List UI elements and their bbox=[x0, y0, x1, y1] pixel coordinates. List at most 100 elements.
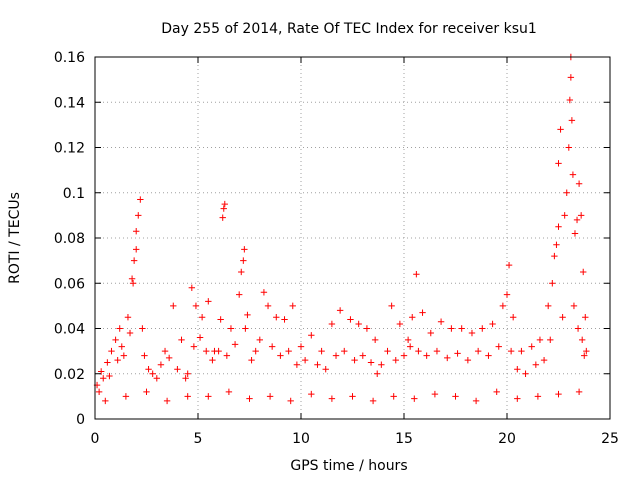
data-point bbox=[209, 356, 216, 364]
data-point bbox=[427, 329, 434, 337]
data-point bbox=[472, 397, 480, 405]
data-point bbox=[404, 336, 412, 344]
data-point bbox=[128, 275, 136, 282]
y-tick-label: 0.14 bbox=[54, 95, 85, 111]
data-point bbox=[567, 74, 575, 81]
data-point bbox=[485, 352, 492, 359]
data-point bbox=[396, 320, 404, 328]
data-point bbox=[205, 393, 212, 400]
data-point bbox=[118, 343, 125, 350]
data-point bbox=[540, 356, 548, 364]
y-tick-label: 0 bbox=[76, 412, 85, 428]
data-point bbox=[433, 347, 441, 355]
x-tick-label: 25 bbox=[601, 431, 619, 447]
data-point bbox=[287, 397, 294, 405]
data-point bbox=[452, 393, 459, 400]
data-point bbox=[406, 343, 414, 350]
y-axis-label: ROTI / TECUs bbox=[7, 192, 23, 284]
data-point bbox=[518, 347, 525, 355]
data-point bbox=[322, 366, 329, 373]
data-point bbox=[545, 302, 552, 310]
y-tick-label: 0.1 bbox=[63, 186, 85, 202]
data-point bbox=[400, 352, 408, 359]
data-point bbox=[479, 325, 486, 332]
data-point bbox=[129, 280, 137, 287]
data-point bbox=[583, 347, 590, 355]
data-point bbox=[192, 302, 200, 310]
data-point bbox=[184, 393, 191, 400]
data-point bbox=[273, 313, 280, 321]
data-point bbox=[219, 214, 226, 221]
data-point bbox=[409, 313, 416, 321]
y-tick-label: 0.06 bbox=[54, 276, 85, 292]
data-point bbox=[184, 370, 191, 377]
data-point bbox=[198, 313, 206, 321]
data-point bbox=[236, 291, 243, 298]
data-point bbox=[582, 313, 589, 321]
data-point bbox=[149, 370, 156, 377]
data-point bbox=[437, 318, 445, 325]
data-point bbox=[328, 395, 336, 402]
data-point bbox=[241, 246, 248, 253]
data-point bbox=[139, 325, 146, 332]
data-point bbox=[231, 341, 239, 348]
data-point bbox=[369, 397, 377, 405]
data-point bbox=[347, 316, 354, 323]
data-point bbox=[143, 388, 150, 396]
data-point bbox=[130, 257, 138, 264]
data-point bbox=[514, 366, 521, 373]
data-point bbox=[568, 117, 576, 124]
data-point bbox=[289, 302, 296, 310]
data-point bbox=[555, 223, 562, 230]
data-point bbox=[555, 160, 562, 167]
data-point bbox=[215, 347, 222, 355]
data-point bbox=[153, 375, 160, 382]
data-point bbox=[112, 336, 119, 344]
chart-title: Day 255 of 2014, Rate Of TEC Index for r… bbox=[161, 21, 537, 37]
data-point bbox=[114, 356, 121, 364]
y-tick-label: 0.08 bbox=[54, 231, 85, 247]
data-point bbox=[392, 356, 399, 364]
data-point bbox=[332, 352, 340, 359]
data-point bbox=[225, 388, 233, 396]
data-point bbox=[522, 370, 529, 377]
x-tick-label: 20 bbox=[498, 431, 516, 447]
data-point bbox=[133, 246, 140, 253]
data-point bbox=[553, 241, 560, 248]
axis-ticks bbox=[94, 56, 611, 420]
data-point bbox=[581, 352, 588, 359]
data-point bbox=[277, 352, 284, 359]
data-point bbox=[268, 343, 276, 350]
data-point bbox=[196, 334, 204, 341]
data-point bbox=[126, 329, 134, 337]
data-point bbox=[547, 336, 554, 344]
data-point bbox=[578, 336, 586, 344]
data-point bbox=[532, 361, 540, 368]
data-point bbox=[95, 388, 103, 396]
data-point bbox=[423, 352, 430, 359]
data-point bbox=[419, 309, 426, 316]
x-tick-label: 10 bbox=[292, 431, 310, 447]
data-point bbox=[555, 390, 562, 398]
x-tick-label: 0 bbox=[91, 431, 100, 447]
data-point bbox=[571, 230, 579, 237]
data-point bbox=[336, 307, 344, 314]
data-point bbox=[244, 311, 251, 319]
data-point bbox=[474, 347, 482, 355]
data-point bbox=[100, 375, 107, 382]
data-point bbox=[120, 352, 128, 359]
data-point bbox=[223, 352, 231, 359]
y-tick-label: 0.02 bbox=[54, 367, 85, 383]
data-point bbox=[297, 343, 305, 350]
data-point bbox=[371, 336, 379, 344]
data-point bbox=[285, 347, 292, 355]
data-point bbox=[378, 361, 385, 368]
grid-lines bbox=[95, 57, 610, 419]
data-point bbox=[174, 366, 181, 373]
data-point bbox=[514, 395, 521, 402]
data-point bbox=[573, 216, 581, 224]
data-point bbox=[203, 347, 210, 355]
data-point bbox=[528, 343, 535, 350]
data-point bbox=[341, 347, 348, 355]
data-point bbox=[301, 356, 309, 364]
